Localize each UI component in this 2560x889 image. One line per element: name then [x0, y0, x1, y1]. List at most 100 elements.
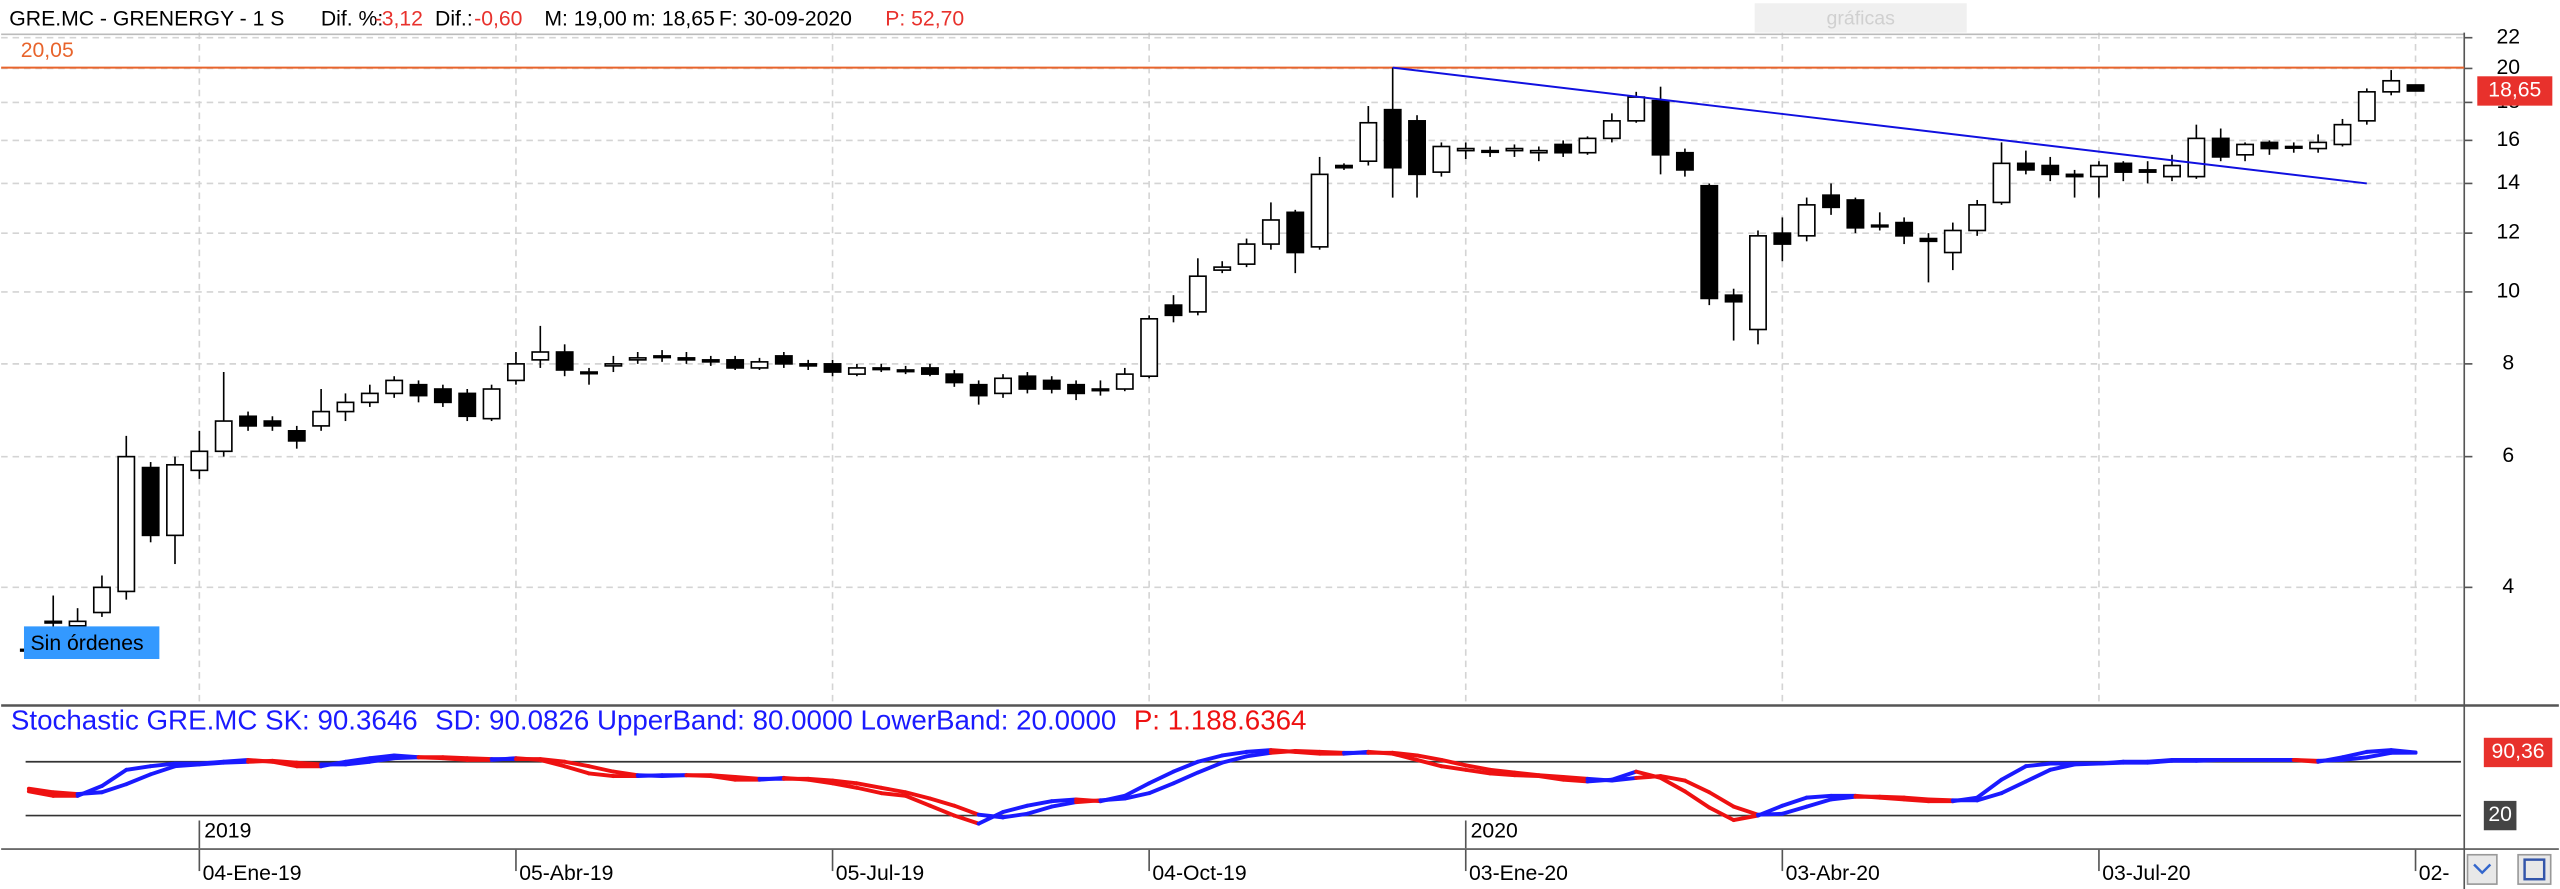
candle-body: [677, 357, 696, 361]
candle-body: [1895, 221, 1914, 237]
candle-body: [1797, 204, 1816, 237]
candle-body: [409, 383, 428, 397]
stochastic-segment: [1999, 779, 2028, 796]
year-label: 2019: [204, 820, 251, 843]
stochastic-segment: [1463, 763, 1493, 772]
candle-body: [1578, 137, 1597, 154]
candle-body: [336, 401, 355, 413]
stochastic-segment: [2340, 755, 2369, 762]
stochastic-segment: [294, 760, 324, 767]
candle-body: [2114, 162, 2133, 173]
candle-body: [2357, 91, 2376, 122]
stochastic-segment: [854, 781, 884, 790]
stochastic-segment: [148, 761, 177, 769]
stochastic-segment: [1682, 778, 1712, 795]
candle-body: [872, 367, 891, 371]
candle-body: [896, 369, 915, 373]
candle-body: [482, 388, 501, 420]
stochastic-segment: [1439, 757, 1468, 768]
dif-label: Dif.:: [435, 7, 473, 30]
candle-body: [2065, 173, 2084, 178]
stochastic-segment: [879, 785, 908, 795]
candle-body: [2260, 141, 2279, 150]
date: F: 30-09-2020: [719, 7, 852, 30]
stochastic-segment: [854, 785, 884, 796]
stochastic-segment: [1415, 757, 1444, 769]
candle-body: [1140, 317, 1159, 378]
stochastic-segment: [952, 813, 981, 826]
stochastic-segment: [2145, 758, 2174, 765]
stochastic-segment: [2048, 762, 2077, 772]
candle-body: [1651, 99, 1670, 156]
candle-body: [726, 359, 745, 369]
stochastic-segment: [1707, 805, 1736, 823]
candle-body: [653, 355, 672, 359]
dif: -0,60: [474, 7, 522, 30]
candle-body: [1846, 199, 1865, 229]
stochastic-segment: [1902, 795, 1931, 802]
candle-body: [214, 420, 233, 453]
candle-body: [433, 388, 452, 404]
candle-body: [1408, 120, 1427, 176]
stochastic-segment: [367, 756, 397, 764]
y-tick-label: 10: [2496, 280, 2520, 303]
stochastic-segment: [952, 803, 981, 817]
stochastic-segment: [1122, 791, 1152, 801]
stochastic-segment: [1707, 790, 1736, 809]
stochastic-segment: [148, 764, 177, 777]
stochastic-segment: [879, 791, 908, 798]
candle-body: [847, 367, 866, 375]
scroll-button[interactable]: [2466, 853, 2498, 885]
stochastic-segment: [806, 776, 835, 783]
stochastic-segment: [1390, 750, 1419, 758]
candle-body: [1554, 143, 1573, 154]
order-status: Sin órdenes: [31, 632, 144, 655]
stochastic-segment: [660, 773, 689, 779]
candle-body: [1188, 275, 1207, 313]
dif-pct: -3,12: [375, 7, 423, 30]
x-tick-label: 04-Oct-19: [1152, 862, 1246, 885]
stochastic-segment: [1244, 750, 1273, 759]
stochastic-segment: [1780, 804, 1809, 816]
y-tick-label: 16: [2496, 128, 2520, 151]
stochastic-segment: [2340, 749, 2369, 760]
candle-body: [287, 430, 306, 442]
ghost-text: gráficas: [1826, 8, 1895, 30]
x-tick-label: 03-Ene-20: [1469, 862, 1568, 885]
stochastic-segment: [124, 764, 153, 772]
stochastic-segment: [1244, 748, 1273, 754]
stochastic-segment: [1220, 754, 1249, 765]
stochastic-segment: [440, 755, 470, 761]
candle-body: [2138, 169, 2157, 173]
candle-body: [1700, 184, 1719, 300]
stochastic-segment: [2072, 761, 2101, 767]
stochastic-segment: [1001, 803, 1030, 814]
stochastic-segment: [99, 782, 129, 795]
title-part: Stochastic GRE.MC SK: 90.3646: [11, 705, 418, 736]
candle-body: [994, 377, 1012, 395]
scroll-icon: [2473, 863, 2492, 875]
stochastic-segment: [2364, 748, 2394, 754]
y-tick-label: 4: [2502, 575, 2514, 598]
max: M: 19,00: [544, 7, 626, 30]
candle-body: [1310, 173, 1329, 248]
stochastic-segment: [1293, 749, 1322, 754]
stochastic-segment: [903, 790, 932, 801]
x-tick-label: 05-Abr-19: [519, 862, 613, 885]
x-tick-label: 05-Jul-19: [836, 862, 924, 885]
stochastic-segment: [2023, 761, 2053, 769]
stochastic-segment: [1926, 797, 1955, 803]
candle-body: [750, 361, 769, 369]
y-tick-label: 20: [2496, 56, 2520, 79]
candle-body: [1456, 147, 1475, 152]
candle-body: [1067, 383, 1086, 395]
stochastic-segment: [1756, 811, 1785, 817]
candle-body: [263, 420, 282, 427]
last-price-label: 18,65: [2488, 79, 2541, 102]
title-part: P: 1.188.6364: [1134, 705, 1307, 736]
stochastic-segment: [830, 778, 859, 786]
stochastic-segment: [1488, 771, 1517, 778]
stochastic-segment: [1268, 749, 1298, 755]
stochastic-segment: [611, 769, 640, 778]
stochastic-segment: [2023, 767, 2053, 784]
